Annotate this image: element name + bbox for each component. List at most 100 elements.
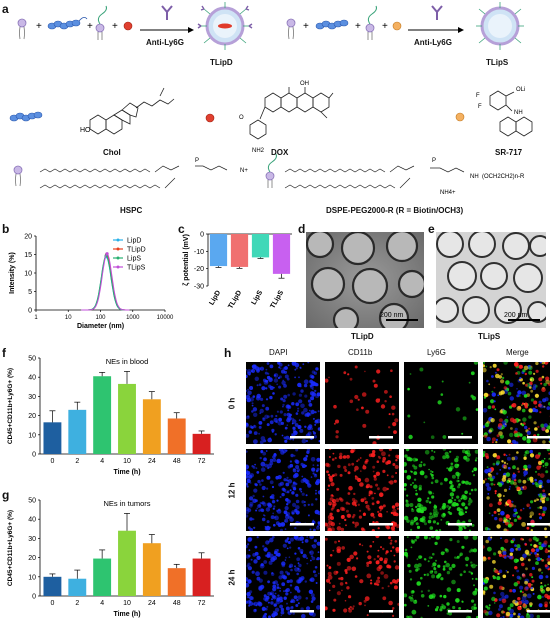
scale-bar bbox=[448, 436, 472, 439]
dspe-label: DSPE-PEG2000-R (R = Biotin/OCH3) bbox=[326, 206, 464, 215]
legend-label-lips: LipS bbox=[127, 256, 141, 263]
x-tick-label: 0 bbox=[50, 458, 54, 465]
legend-label-lipd: LipD bbox=[127, 238, 141, 245]
y-tick-label: 10 bbox=[24, 271, 32, 278]
cholesterol-icon bbox=[47, 17, 88, 30]
fluor-image-0h-ly6g bbox=[404, 362, 478, 444]
series-line-tlipd bbox=[81, 253, 130, 311]
plus-sign: + bbox=[382, 21, 388, 32]
legend-label-tlipd: TLipD bbox=[127, 247, 146, 254]
x-tick-label: 24 bbox=[148, 458, 156, 465]
x-tick-label: 4 bbox=[100, 600, 104, 607]
x-tick-label: 10000 bbox=[157, 315, 174, 321]
liposome-tlipd-icon bbox=[197, 2, 253, 50]
cholesterol-structure bbox=[89, 87, 175, 135]
chem-o: O bbox=[239, 115, 244, 121]
dspe-peg-icon bbox=[365, 5, 377, 40]
tem-e-scalebar-label: 200 nm bbox=[504, 312, 528, 319]
size-distribution-chart: 0 5 10 15 20 1 10 100 1000 10000 Diameter (nm) Inte… bbox=[9, 234, 174, 331]
x-tick-label: 72 bbox=[198, 600, 206, 607]
scale-bar bbox=[369, 523, 393, 526]
dspe-peg-icon bbox=[265, 153, 277, 188]
fluor-image-12h-ly6g bbox=[404, 449, 478, 531]
sr717-structure bbox=[489, 90, 533, 137]
tem-d-caption: TLipD bbox=[351, 332, 374, 341]
panel-label-b: b bbox=[2, 222, 10, 236]
tem-d-scalebar-label: 200 nm bbox=[380, 312, 404, 319]
bar-tlipd bbox=[230, 234, 249, 267]
sr717-dot-icon bbox=[392, 21, 402, 31]
chem-p: P bbox=[432, 158, 436, 164]
bar-48h bbox=[167, 418, 186, 454]
panel-label-a: a bbox=[2, 2, 9, 16]
dspe-structure bbox=[284, 165, 465, 189]
fluor-image-12h-merge bbox=[483, 449, 550, 531]
chem-oli: OLi bbox=[516, 87, 525, 93]
y-axis-label: CD45+CD11b+Ly6G+ (%) bbox=[7, 510, 14, 586]
y-tick-label: 20 bbox=[28, 413, 36, 420]
legend-label-tlips: TLipS bbox=[127, 265, 146, 272]
x-tick-label-lips: LipS bbox=[251, 289, 265, 306]
bar-2h bbox=[68, 578, 87, 596]
fluor-image-12h-cd11b bbox=[325, 449, 399, 531]
sr717-label: SR-717 bbox=[495, 148, 523, 157]
x-axis-label: Diameter (nm) bbox=[77, 323, 124, 330]
y-tick-label: 40 bbox=[28, 517, 36, 524]
chart-title: NEs in tumors bbox=[103, 499, 150, 508]
bar-48h bbox=[167, 568, 186, 596]
scale-bar bbox=[448, 523, 472, 526]
product-tlips-label: TLipS bbox=[486, 58, 509, 67]
y-tick-label: -20 bbox=[194, 266, 204, 273]
panel-label-c: c bbox=[178, 222, 185, 236]
bar-10h bbox=[118, 383, 136, 454]
bar-0h bbox=[43, 422, 62, 454]
bar-4h bbox=[93, 376, 112, 454]
legend-marker bbox=[116, 256, 120, 260]
y-tick-label: 0 bbox=[32, 452, 36, 459]
y-tick-label: 0 bbox=[200, 232, 204, 239]
bar-24h bbox=[142, 543, 161, 596]
row-label-24h: 24 h bbox=[227, 569, 237, 586]
reaction-arrow bbox=[408, 5, 464, 33]
dspe-peg-icon bbox=[95, 5, 107, 40]
column-header-ly6g: Ly6G bbox=[427, 348, 446, 357]
cholesterol-icon bbox=[315, 19, 349, 30]
x-tick-label-lipd: LipD bbox=[208, 290, 222, 307]
hspc-structure bbox=[39, 165, 228, 189]
x-axis-label: Time (h) bbox=[113, 611, 140, 618]
x-tick-label: 48 bbox=[173, 600, 181, 607]
y-tick-label: 30 bbox=[28, 536, 36, 543]
sr717-dot-icon bbox=[455, 112, 465, 122]
lipid-hspc-icon bbox=[286, 18, 296, 40]
fluor-image-24h-ly6g bbox=[404, 536, 478, 618]
x-tick-label: 1 bbox=[34, 315, 38, 321]
chem-nh4: NH4+ bbox=[440, 190, 456, 196]
x-tick-label: 48 bbox=[173, 458, 181, 465]
scale-bar bbox=[290, 523, 314, 526]
y-axis-label: ζ potential (mV) bbox=[183, 234, 190, 286]
tem-image-tlipd bbox=[306, 232, 424, 328]
x-tick-label: 1000 bbox=[126, 315, 140, 321]
chem-peg: (OCH2CH2)n-R bbox=[482, 174, 525, 180]
lipid-hspc-icon bbox=[13, 165, 23, 187]
y-axis-label: CD45+CD11b+Ly6G+ (%) bbox=[7, 368, 14, 444]
fluor-image-24h-merge bbox=[483, 536, 550, 618]
x-tick-label: 100 bbox=[95, 315, 106, 321]
plus-sign: + bbox=[87, 21, 93, 32]
plus-sign: + bbox=[355, 21, 361, 32]
x-tick-label: 2 bbox=[75, 600, 79, 607]
y-axis-label: Intensity (%) bbox=[9, 252, 16, 294]
antibody-label-2: Anti-Ly6G bbox=[414, 38, 452, 47]
panel-label-d: d bbox=[298, 222, 306, 236]
hspc-label: HSPC bbox=[120, 206, 143, 215]
liposome-tlips-icon bbox=[476, 2, 524, 50]
dox-label: DOX bbox=[271, 148, 289, 157]
cholesterol-icon bbox=[9, 111, 43, 122]
column-header-cd11b: CD11b bbox=[348, 348, 373, 357]
chart-title: NEs in blood bbox=[106, 357, 149, 366]
y-tick-label: 5 bbox=[28, 289, 32, 296]
plus-sign: + bbox=[303, 21, 309, 32]
scale-bar bbox=[448, 610, 472, 613]
